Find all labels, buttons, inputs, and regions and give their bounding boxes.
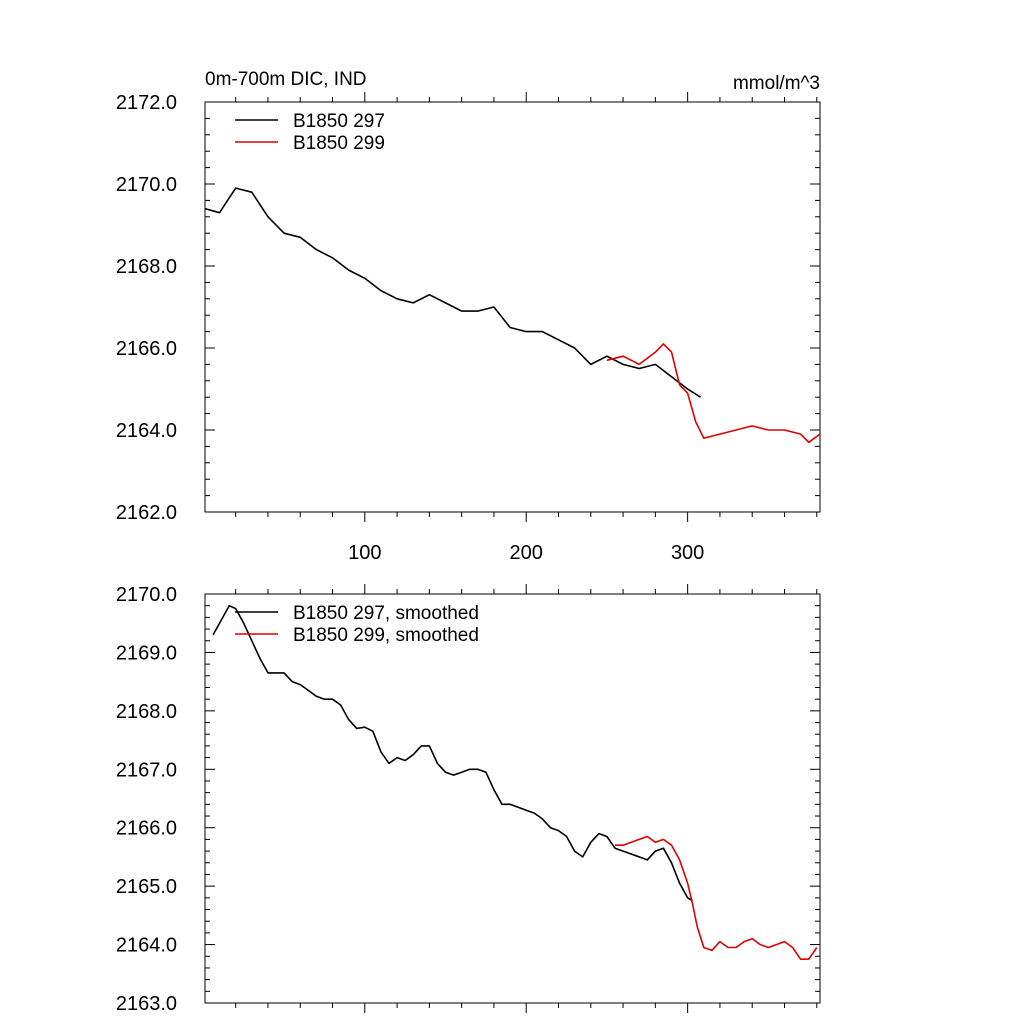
y-tick-label: 2166.0 bbox=[116, 338, 177, 360]
series-line-2 bbox=[606, 343, 821, 444]
y-tick-label: 2169.0 bbox=[116, 642, 177, 664]
x-tick-label: 300 bbox=[671, 542, 704, 564]
y-tick-label: 2170.0 bbox=[116, 174, 177, 196]
y-tick-label: 2166.0 bbox=[116, 818, 177, 840]
y-tick-label: 2167.0 bbox=[116, 759, 177, 781]
legend-label-1: B1850 297, smoothed bbox=[293, 603, 479, 624]
legend-label-1: B1850 297 bbox=[293, 111, 385, 132]
y-tick-label: 2168.0 bbox=[116, 256, 177, 278]
x-tick-label: 200 bbox=[510, 542, 543, 564]
y-tick-label: 2162.0 bbox=[116, 502, 177, 524]
series-line-1 bbox=[204, 187, 702, 398]
series-line-1 bbox=[212, 604, 693, 902]
y-tick-label: 2164.0 bbox=[116, 420, 177, 442]
series-line-2 bbox=[615, 835, 818, 961]
x-tick-label: 100 bbox=[348, 542, 381, 564]
chart-title-left: 0m-700m DIC, IND bbox=[205, 69, 367, 90]
y-tick-label: 2164.0 bbox=[116, 935, 177, 957]
plot-frame bbox=[204, 101, 821, 513]
y-tick-label: 2172.0 bbox=[116, 92, 177, 114]
chart-panel-1: 2162.0 2164.0 2166.0 2168.0 2170.0 2172.0 100 2… bbox=[116, 69, 821, 564]
y-tick-label: 2170.0 bbox=[116, 584, 177, 606]
chart-title-right: mmol/m^3 bbox=[733, 73, 820, 94]
legend-label-2: B1850 299 bbox=[293, 133, 385, 154]
y-tick-label: 2163.0 bbox=[116, 993, 177, 1015]
legend-label-2: B1850 299, smoothed bbox=[293, 625, 479, 646]
y-tick-label: 2165.0 bbox=[116, 876, 177, 898]
chart-panel-2: 2163.0 2164.0 2165.0 2166.0 2167.0 2168.0 2169… bbox=[116, 584, 821, 1015]
y-tick-label: 2168.0 bbox=[116, 701, 177, 723]
plot-frame bbox=[204, 593, 821, 1004]
